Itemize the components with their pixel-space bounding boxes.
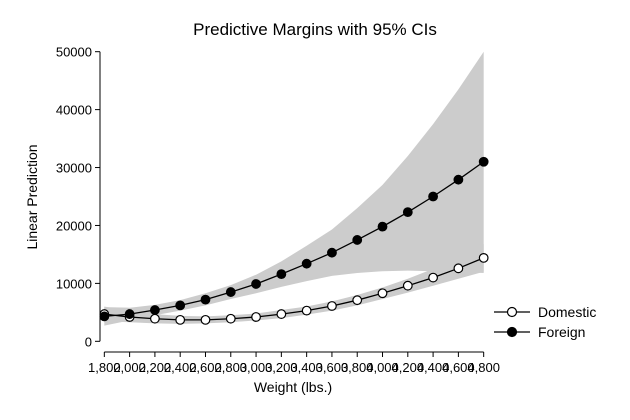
x-tick-label: 2,800 xyxy=(215,360,248,375)
data-point-domestic xyxy=(453,263,464,274)
x-tick-label: 1,800 xyxy=(88,360,121,375)
data-point-foreign xyxy=(453,174,464,185)
data-point-foreign xyxy=(200,294,211,305)
x-tick-label: 3,600 xyxy=(316,360,349,375)
series-line-foreign xyxy=(104,161,485,318)
legend-label-domestic: Domestic xyxy=(538,304,596,320)
data-point-foreign xyxy=(478,156,489,167)
x-tick-label: 4,400 xyxy=(417,360,450,375)
data-point-foreign xyxy=(251,279,261,289)
data-point-domestic xyxy=(377,288,388,299)
x-tick-label: 3,800 xyxy=(341,360,374,375)
data-point-foreign xyxy=(276,269,287,280)
x-tick-label: 2,000 xyxy=(113,360,146,375)
x-tick-label: 4,800 xyxy=(467,360,500,375)
x-tick-label: 4,000 xyxy=(366,360,399,375)
legend-marker-foreign xyxy=(506,326,518,338)
data-point-foreign xyxy=(352,235,363,245)
data-point-foreign xyxy=(301,258,312,269)
x-tick-label: 4,600 xyxy=(442,360,475,375)
legend-item-domestic: Domestic xyxy=(494,304,596,320)
data-point-domestic xyxy=(251,312,261,322)
data-point-foreign xyxy=(175,300,186,311)
x-axis-label: Weight (lbs.) xyxy=(254,379,332,395)
data-point-domestic xyxy=(478,252,489,263)
data-point-domestic xyxy=(428,272,438,283)
y-tick-label: 20000 xyxy=(56,218,92,233)
chart-title: Predictive Margins with 95% CIs xyxy=(193,20,437,39)
data-point-foreign xyxy=(99,311,110,322)
data-point-domestic xyxy=(402,280,413,291)
data-point-foreign xyxy=(124,309,135,319)
legend-label-foreign: Foreign xyxy=(538,324,585,340)
series-lines xyxy=(99,156,489,325)
y-tick-label: 0 xyxy=(85,334,92,349)
axes: 0 10000 20000 30000 40000 50000 1,8002,0002,20… xyxy=(56,45,500,375)
x-tick-label: 2,400 xyxy=(164,360,197,375)
data-point-domestic xyxy=(225,313,236,324)
data-point-domestic xyxy=(301,305,312,316)
y-tick-label: 30000 xyxy=(56,161,92,176)
y-tick-label: 10000 xyxy=(56,276,92,291)
data-point-foreign xyxy=(402,207,413,218)
legend-marker-domestic xyxy=(506,306,518,318)
confidence-bands xyxy=(104,51,484,326)
x-tick-label: 3,000 xyxy=(240,360,273,375)
y-axis-label: Linear Prediction xyxy=(24,144,40,249)
data-point-domestic xyxy=(150,313,160,324)
data-point-domestic xyxy=(200,314,211,325)
data-point-foreign xyxy=(150,305,160,315)
data-point-domestic xyxy=(175,314,186,325)
legend: Domestic Foreign xyxy=(494,304,596,340)
series-line-domestic xyxy=(104,257,484,321)
y-tick-label: 50000 xyxy=(56,45,92,60)
data-point-domestic xyxy=(327,301,337,311)
data-point-foreign xyxy=(377,221,388,232)
x-tick-label: 2,600 xyxy=(189,360,222,375)
data-point-foreign xyxy=(327,247,337,258)
legend-item-foreign: Foreign xyxy=(494,324,585,340)
data-point-foreign xyxy=(428,191,438,202)
y-tick-label: 40000 xyxy=(56,103,92,118)
data-point-domestic xyxy=(352,295,363,306)
x-tick-label: 3,200 xyxy=(265,360,298,375)
data-point-foreign xyxy=(225,287,236,297)
x-tick-label: 4,200 xyxy=(392,360,425,375)
data-point-domestic xyxy=(276,309,287,319)
x-tick-label: 3,400 xyxy=(290,360,323,375)
x-tick-label: 2,200 xyxy=(139,360,172,375)
ci-band-foreign xyxy=(104,51,484,326)
